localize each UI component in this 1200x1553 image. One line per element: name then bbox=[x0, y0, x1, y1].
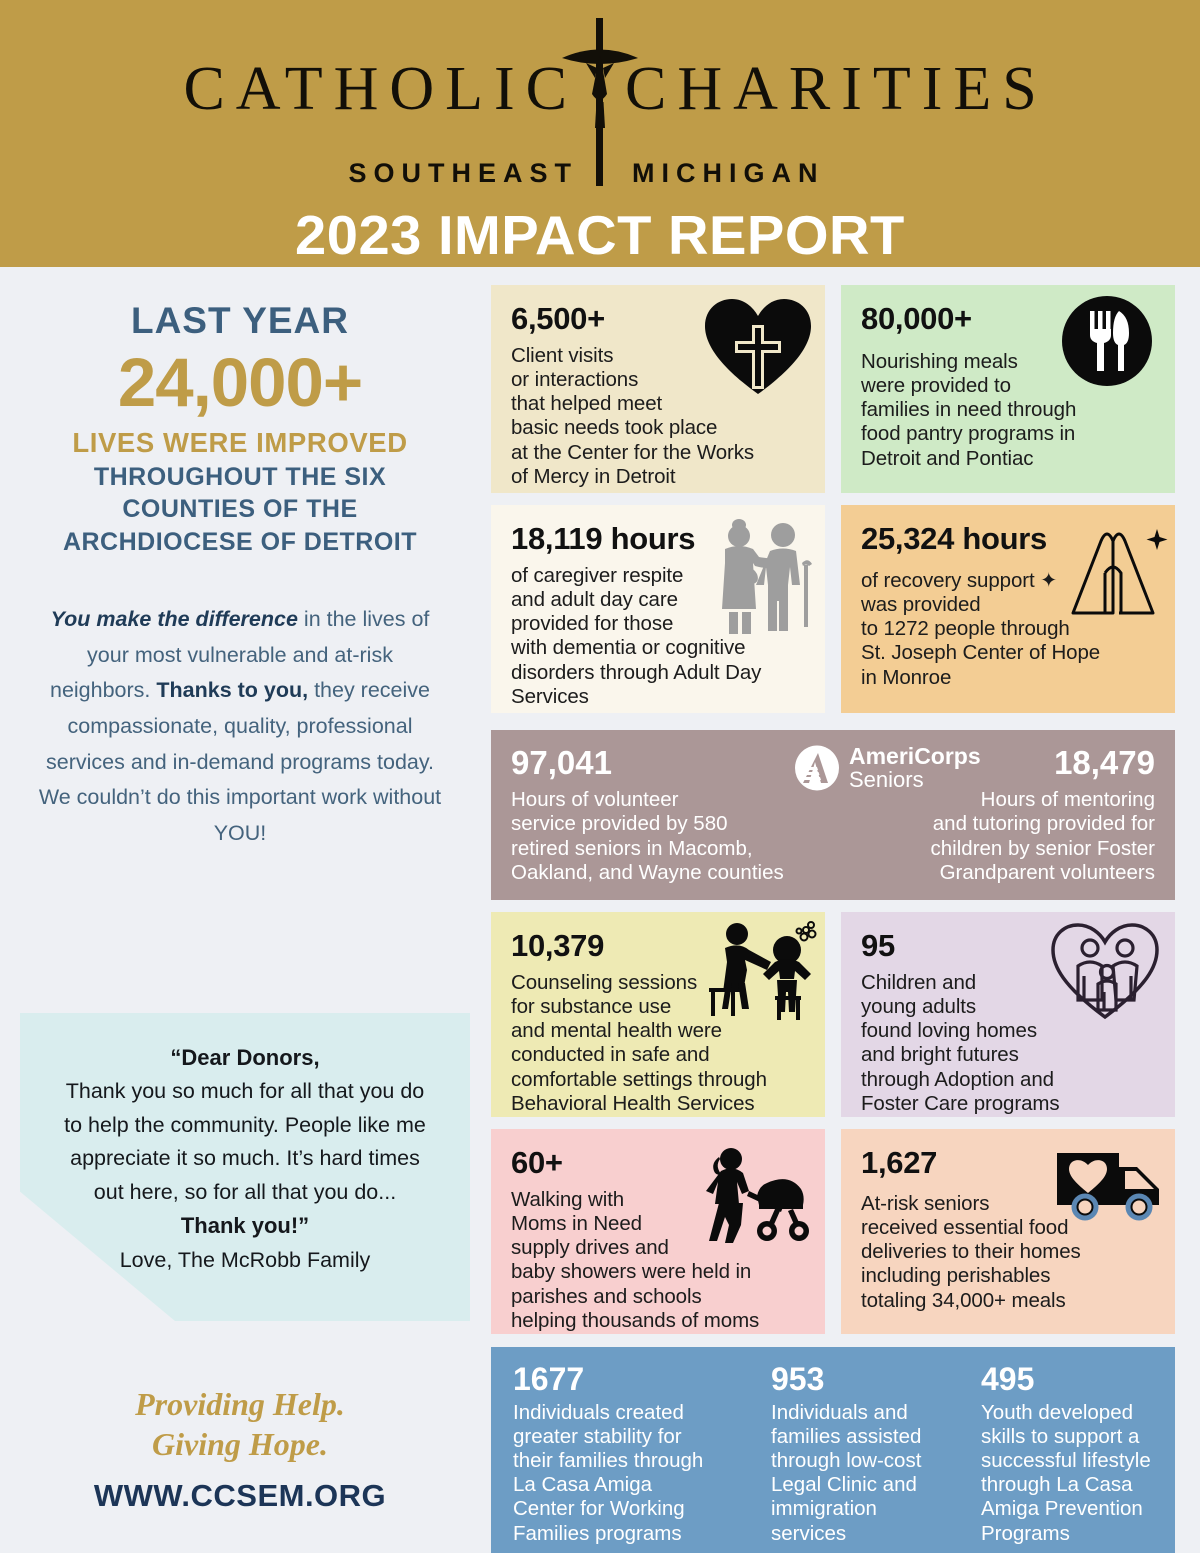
stat-description: Individuals created greater stability fo… bbox=[513, 1400, 704, 1545]
blue-band-column: 495 Youth developed skills to support a … bbox=[959, 1361, 1175, 1553]
logo-subtitle-michigan: MICHIGAN bbox=[632, 158, 825, 189]
stat-value: 10,379 bbox=[511, 928, 605, 963]
paragraph-emphasis: You make the difference bbox=[50, 607, 298, 632]
stat-value: 18,119 hours bbox=[511, 521, 696, 556]
quote-body-line-2: to help the community. People like me bbox=[64, 1112, 426, 1137]
last-year-label: LAST YEAR bbox=[130, 300, 349, 341]
americorps-right-stat-block: 18,479 Hours of mentoring and tutoring p… bbox=[810, 744, 1155, 886]
stat-value: 495 bbox=[981, 1361, 1035, 1397]
org-tagline: Providing Help. Giving Hope. bbox=[0, 1385, 480, 1464]
stat-description: Hours of volunteer service provided by 5… bbox=[511, 787, 784, 885]
blue-stats-band: 1677 Individuals created greater stabili… bbox=[491, 1347, 1175, 1553]
stat-description: Walking with Moms in Need supply drives … bbox=[511, 1187, 760, 1332]
stat-description: Client visits or interactions that helpe… bbox=[511, 343, 755, 488]
americorps-mark-icon bbox=[795, 745, 839, 791]
heart-cross-icon bbox=[703, 297, 813, 397]
americorps-title: AmeriCorps bbox=[849, 743, 981, 769]
stat-card-food-deliveries: 1,627 At-risk seniors received essential… bbox=[841, 1129, 1175, 1334]
page-header: CATHOLIC CHARITIES SOUTHEAST MICHIGAN 20… bbox=[0, 0, 1200, 267]
counties-line-1: THROUGHOUT THE SIX bbox=[93, 462, 387, 491]
stat-value: 1677 bbox=[513, 1361, 585, 1397]
tagline-line-2: Giving Hope. bbox=[152, 1425, 328, 1462]
counties-statement: THROUGHOUT THE SIX COUNTIES OF THE ARCHD… bbox=[0, 461, 480, 559]
lives-improved-label: LIVES WERE IMPROVED bbox=[72, 426, 408, 458]
americorps-left-stat-block: 97,041 Hours of volunteer service provid… bbox=[511, 744, 856, 886]
praying-hands-icon bbox=[1061, 517, 1169, 627]
crucifix-icon bbox=[540, 8, 660, 188]
fork-knife-icon bbox=[1061, 295, 1153, 387]
paragraph-bold: Thanks to you, bbox=[156, 678, 309, 703]
stat-card-counseling-sessions: 10,379 Counseling sessions for substance… bbox=[491, 912, 825, 1117]
paragraph-text-2: they receive compassionate, quality, pro… bbox=[38, 678, 442, 846]
blue-band-column: 953 Individuals and families assisted th… bbox=[749, 1361, 959, 1553]
stat-description: Children and young adults found loving h… bbox=[861, 970, 1060, 1115]
quote-body-line-3: appreciate it so much. It’s hard times bbox=[70, 1146, 420, 1171]
stat-description: of caregiver respite and adult day care … bbox=[511, 563, 762, 708]
caregiver-elder-icon bbox=[709, 513, 819, 635]
stat-card-caregiver-hours: 18,119 hours of caregiver respite and ad… bbox=[491, 505, 825, 713]
counseling-session-icon bbox=[701, 920, 819, 1024]
stat-value: 18,479 bbox=[1054, 744, 1155, 781]
stat-value: 95 bbox=[861, 928, 895, 963]
quote-body-line-4: out here, so for all that you do... bbox=[93, 1179, 397, 1204]
stat-description: Hours of mentoring and tutoring provided… bbox=[930, 787, 1155, 885]
americorps-subtitle: Seniors bbox=[849, 767, 924, 793]
quote-signature: Love, The McRobb Family bbox=[119, 1247, 371, 1272]
stat-value: 60+ bbox=[511, 1145, 563, 1180]
stat-description: Youth developed skills to support a succ… bbox=[981, 1400, 1151, 1545]
logo-subtitle-southeast: SOUTHEAST bbox=[348, 158, 578, 189]
stat-value: 1,627 bbox=[861, 1145, 938, 1180]
stat-value: 97,041 bbox=[511, 744, 612, 781]
stat-card-adoption: 95 Children and young adults found lovin… bbox=[841, 912, 1175, 1117]
stat-card-walking-with-moms: 60+ Walking with Moms in Need supply dri… bbox=[491, 1129, 825, 1334]
donor-impact-paragraph: You make the difference in the lives of … bbox=[0, 602, 480, 852]
stat-card-recovery-hours: 25,324 hours of recovery support ✦ was p… bbox=[841, 505, 1175, 713]
stat-value: 25,324 hours bbox=[861, 521, 1047, 556]
paragraph-text-1: in the lives of your most vulnerable and… bbox=[49, 607, 430, 703]
tagline-line-1: Providing Help. bbox=[135, 1386, 345, 1422]
lives-big-number: 24,000+ bbox=[117, 344, 363, 421]
americorps-band: AmeriCorps Seniors 97,041 Hours of volun… bbox=[491, 730, 1175, 900]
logo-word-catholic: CATHOLIC bbox=[183, 55, 578, 123]
stat-value: 953 bbox=[771, 1361, 825, 1397]
quote-salutation: “Dear Donors, bbox=[170, 1045, 320, 1070]
logo-subtitle-row: SOUTHEAST MICHIGAN bbox=[0, 158, 1200, 191]
logo-row: CATHOLIC CHARITIES bbox=[0, 0, 1200, 186]
stat-description: Counseling sessions for substance use an… bbox=[511, 970, 767, 1115]
delivery-truck-heart-icon bbox=[1055, 1149, 1165, 1223]
americorps-logo: AmeriCorps Seniors bbox=[794, 744, 981, 792]
quote-body-line-1: Thank you so much for all that you do bbox=[65, 1079, 425, 1104]
stat-description: of recovery support ✦ was provided to 12… bbox=[861, 568, 1101, 689]
stat-value: 80,000+ bbox=[861, 301, 972, 336]
donor-quote-box: “Dear Donors, Thank you so much for all … bbox=[20, 1013, 470, 1321]
quote-thanks: Thank you!” bbox=[180, 1213, 310, 1239]
stat-description: Individuals and families assisted throug… bbox=[771, 1400, 922, 1545]
stat-card-client-visits: 6,500+ Client visits or interactions tha… bbox=[491, 285, 825, 493]
counties-line-3: ARCHDIOCESE OF DETROIT bbox=[62, 527, 418, 556]
website-url[interactable]: WWW.CCSEM.ORG bbox=[93, 1478, 387, 1513]
left-column: LAST YEAR 24,000+ LIVES WERE IMPROVED TH… bbox=[0, 267, 480, 1553]
counties-line-2: COUNTIES OF THE bbox=[122, 495, 358, 524]
family-heart-icon bbox=[1049, 922, 1161, 1020]
report-title: 2023 IMPACT REPORT bbox=[295, 204, 905, 266]
blue-band-column: 1677 Individuals created greater stabili… bbox=[491, 1361, 749, 1553]
mom-stroller-icon bbox=[705, 1145, 813, 1245]
stat-card-meals: 80,000+ Nourishing meals were provided t… bbox=[841, 285, 1175, 493]
logo-word-charities: CHARITIES bbox=[625, 55, 1048, 123]
stat-value: 6,500+ bbox=[511, 301, 605, 336]
stat-description: At-risk seniors received essential food … bbox=[861, 1191, 1081, 1312]
stat-description: Nourishing meals were provided to famili… bbox=[861, 349, 1077, 470]
